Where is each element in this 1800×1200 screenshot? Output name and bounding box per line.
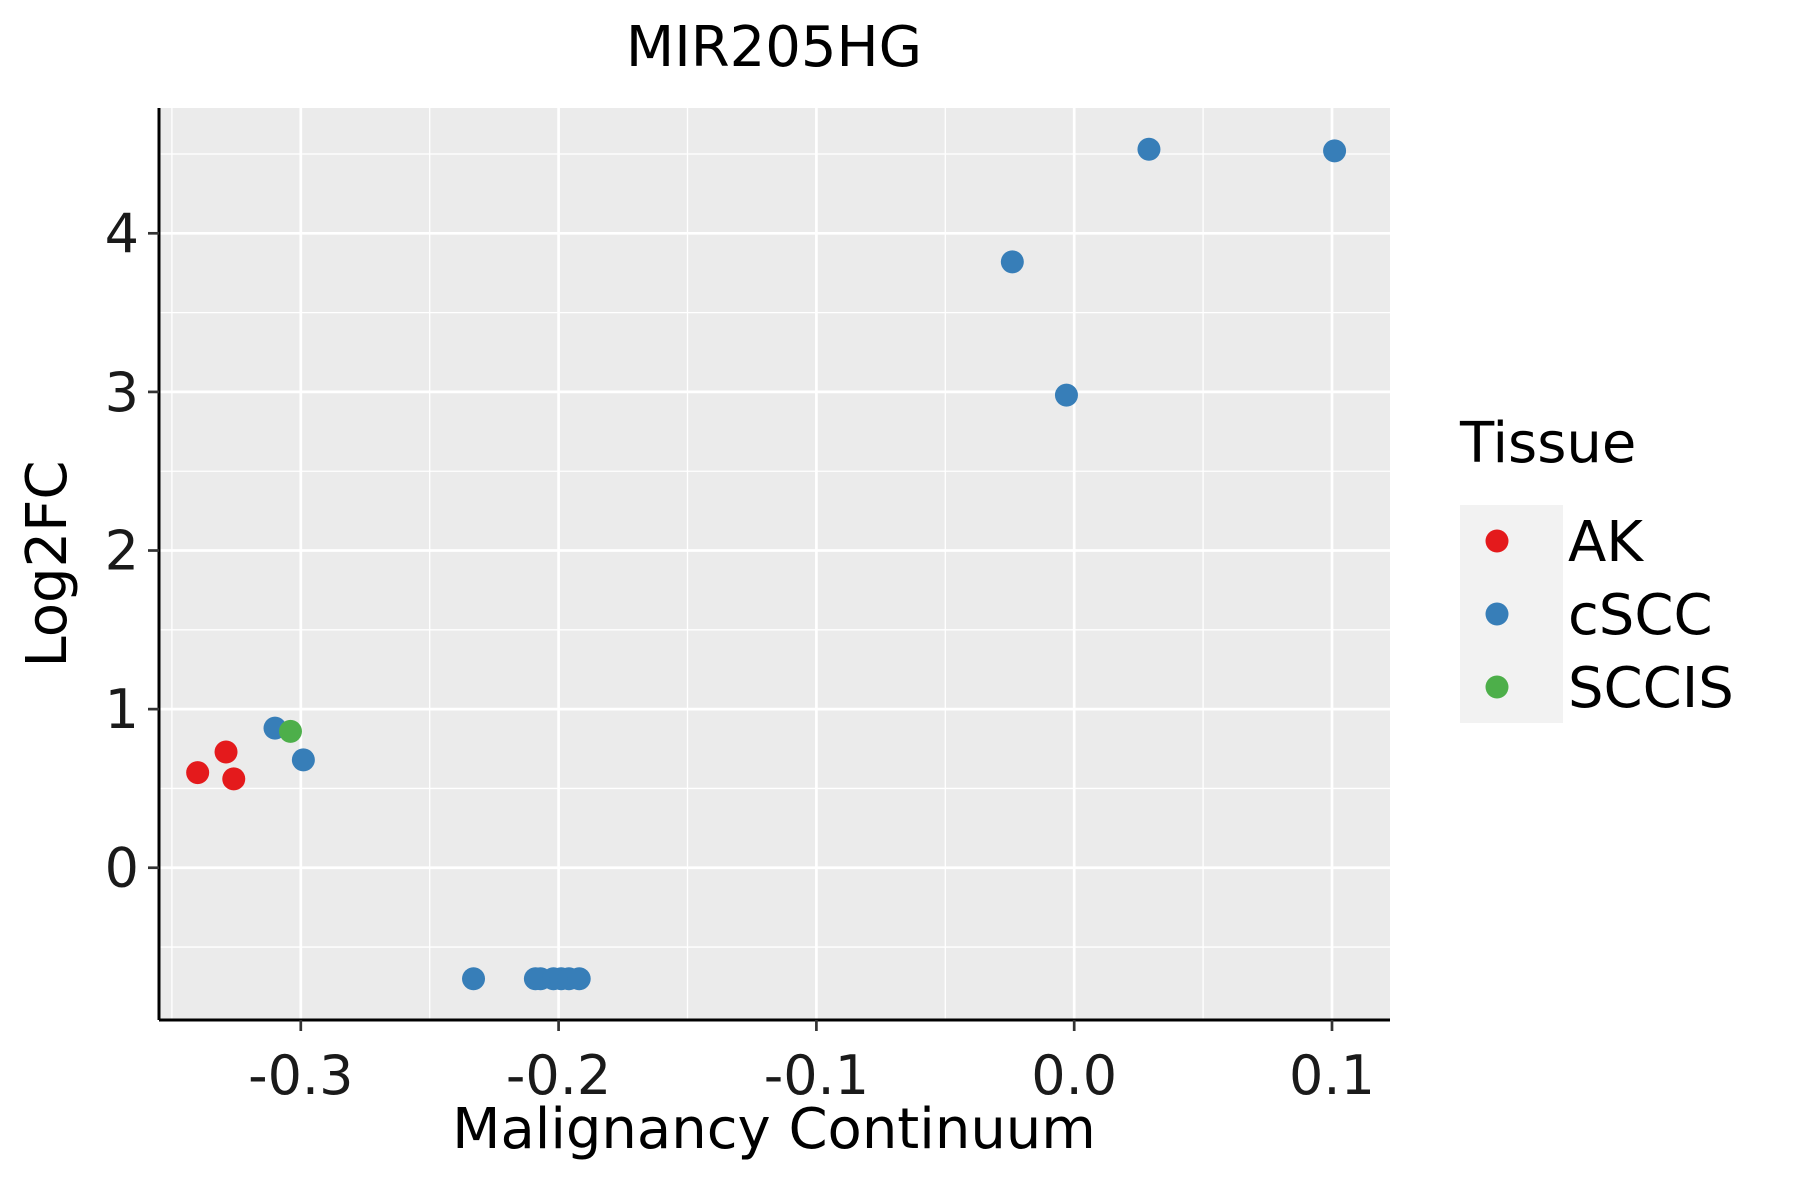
data-point-cscc bbox=[1000, 250, 1024, 274]
data-points bbox=[186, 137, 1347, 991]
x-tick-label: 0.1 bbox=[1289, 1044, 1375, 1107]
data-point-cscc bbox=[462, 967, 486, 991]
x-tick-label: -0.1 bbox=[764, 1044, 869, 1107]
y-axis-label: Log2FC bbox=[15, 461, 80, 668]
legend-items: AK cSCC SCCIS bbox=[1485, 510, 1734, 721]
data-point-ak bbox=[222, 767, 246, 791]
data-point-cscc bbox=[1054, 383, 1078, 407]
data-point-cscc bbox=[567, 967, 591, 991]
y-tick-label: 2 bbox=[105, 520, 139, 583]
data-point-cscc bbox=[1137, 137, 1161, 161]
data-point-ak bbox=[214, 740, 238, 764]
legend: Tissue AK cSCC SCCIS bbox=[1459, 411, 1734, 723]
data-point-ak bbox=[186, 761, 210, 785]
legend-title: Tissue bbox=[1459, 411, 1636, 476]
legend-key-ak bbox=[1485, 529, 1509, 553]
legend-key-background bbox=[1460, 505, 1563, 723]
data-point-sccis bbox=[278, 719, 302, 743]
plot-panel bbox=[159, 108, 1390, 1020]
grid-lines bbox=[159, 108, 1390, 1020]
legend-label-ak: AK bbox=[1568, 510, 1644, 575]
y-tick-label: 4 bbox=[105, 202, 139, 265]
x-tick-label: 0.0 bbox=[1031, 1044, 1117, 1107]
y-tick-label: 3 bbox=[105, 361, 139, 424]
data-point-cscc bbox=[291, 748, 315, 772]
x-axis-ticks: -0.3 -0.2 -0.1 0.0 0.1 bbox=[248, 1020, 1375, 1107]
y-axis-ticks: 0 1 2 3 4 bbox=[105, 202, 159, 900]
y-tick-label: 1 bbox=[105, 678, 139, 741]
x-tick-label: -0.3 bbox=[248, 1044, 353, 1107]
x-tick-label: -0.2 bbox=[506, 1044, 611, 1107]
legend-key-sccis bbox=[1485, 675, 1509, 699]
chart-title: MIR205HG bbox=[626, 15, 922, 80]
x-axis-label: Malignancy Continuum bbox=[452, 1097, 1096, 1162]
legend-key-cscc bbox=[1485, 602, 1509, 626]
y-tick-label: 0 bbox=[105, 837, 139, 900]
data-point-cscc bbox=[1323, 139, 1347, 163]
legend-label-sccis: SCCIS bbox=[1568, 656, 1734, 721]
legend-label-cscc: cSCC bbox=[1568, 583, 1713, 648]
